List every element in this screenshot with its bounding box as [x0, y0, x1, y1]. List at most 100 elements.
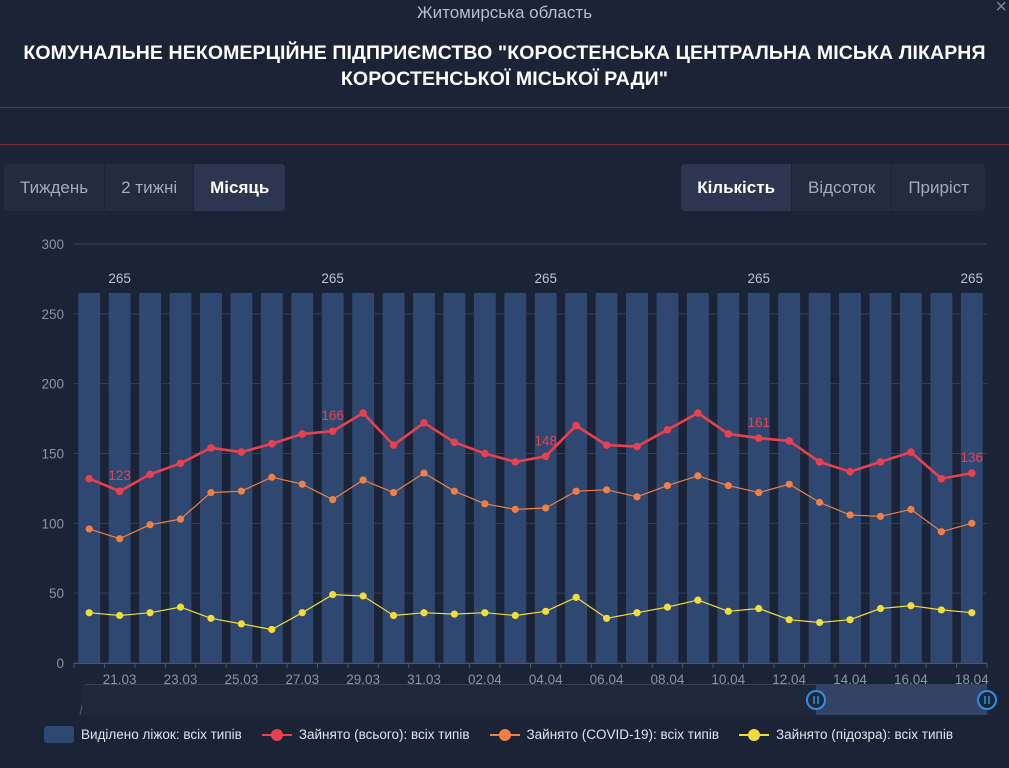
- x-tick-label: 04.04: [529, 672, 563, 687]
- slider-selection[interactable]: [816, 685, 987, 715]
- y-tick-label: 200: [41, 377, 64, 392]
- legend-label-covid: Зайнято (COVID-19): всіх типів: [526, 727, 720, 742]
- close-icon[interactable]: ×: [995, 0, 1007, 18]
- title-line-1: КОМУНАЛЬНЕ НЕКОМЕРЦІЙНЕ ПІДПРИЄМСТВО "КО…: [23, 42, 986, 64]
- series-point-3: [755, 604, 763, 613]
- series-point-1: [481, 449, 489, 458]
- series-point-2: [298, 480, 306, 488]
- series-point-3: [176, 603, 185, 611]
- legend-item-total[interactable]: Зайнято (всього): всіх типів: [261, 726, 470, 743]
- series-point-2: [450, 487, 459, 495]
- tab-week[interactable]: Тиждень: [4, 164, 105, 211]
- bar-allocated: [626, 292, 648, 663]
- slider-handle-left[interactable]: [806, 690, 826, 710]
- series-point-3: [329, 590, 337, 599]
- series-point-2: [663, 482, 672, 490]
- series-point-1: [633, 442, 641, 451]
- tab-two-weeks[interactable]: 2 тижні: [105, 164, 194, 211]
- series-point-1: [724, 430, 733, 438]
- x-tick-label: 29.03: [346, 672, 380, 687]
- series-point-1: [541, 452, 550, 461]
- series-point-3: [968, 609, 976, 617]
- series-point-1: [420, 418, 428, 427]
- x-tick-label: 12.04: [772, 672, 806, 687]
- legend-swatch-total: [261, 726, 292, 743]
- series-point-3: [907, 602, 915, 610]
- bar-allocated: [230, 292, 253, 663]
- series-point-1: [511, 458, 520, 466]
- series-point-1: [298, 430, 307, 438]
- series-point-1: [937, 474, 946, 483]
- series-point-1: [785, 437, 793, 445]
- period-tabs: Тиждень 2 тижні Місяць: [4, 164, 286, 211]
- series-point-2: [755, 489, 763, 497]
- tab-count[interactable]: Кількість: [681, 164, 792, 211]
- bar-allocated: [808, 292, 831, 663]
- series-point-2: [785, 480, 793, 488]
- slider-handle-right[interactable]: [977, 690, 997, 710]
- bar-data-label: 265: [108, 271, 131, 286]
- series-point-3: [237, 620, 245, 628]
- legend-item-allocated[interactable]: Виділено ліжок: всіх типів: [44, 726, 242, 743]
- bar-allocated: [839, 292, 862, 663]
- legend-swatch-bar: [44, 726, 74, 743]
- series-point-1: [237, 448, 246, 456]
- legend-swatch-covid: [489, 726, 520, 743]
- total-data-label: 148: [534, 433, 557, 448]
- bar-allocated: [443, 292, 466, 663]
- series-line-3: [89, 594, 972, 631]
- bar-allocated: [169, 292, 192, 663]
- x-tick-label: 02.04: [468, 672, 502, 687]
- bar-allocated: [565, 292, 588, 663]
- x-tick-label: 10.04: [711, 672, 745, 687]
- bar-allocated: [595, 292, 618, 663]
- series-point-1: [85, 474, 94, 483]
- tab-percent[interactable]: Відсоток: [792, 164, 892, 211]
- series-point-1: [602, 441, 611, 449]
- series-point-1: [572, 421, 580, 430]
- series-point-2: [268, 473, 276, 481]
- series-point-2: [968, 519, 976, 527]
- x-tick-label: 27.03: [285, 672, 319, 687]
- series-point-3: [816, 618, 824, 627]
- series-point-1: [359, 409, 367, 417]
- mode-tabs: Кількість Відсоток Приріст: [681, 164, 985, 211]
- bar-allocated: [717, 292, 740, 663]
- section-divider: [0, 144, 1009, 145]
- region-name: Житомирська область: [416, 3, 593, 22]
- total-data-label: 161: [747, 415, 770, 430]
- series-point-2: [846, 511, 854, 519]
- series-point-3: [85, 609, 93, 617]
- series-line-1: [88, 411, 973, 493]
- bar-allocated: [656, 292, 679, 663]
- series-point-3: [116, 611, 124, 620]
- series-point-1: [207, 444, 215, 452]
- series-point-2: [176, 515, 185, 523]
- legend-item-suspect[interactable]: Зайнято (підозра): всіх типів: [739, 726, 953, 743]
- legend-item-covid[interactable]: Зайнято (COVID-19): всіх типів: [489, 726, 720, 743]
- title-line-2: КОРОСТЕНСЬКОЇ МІСЬКОЇ РАДИ": [340, 68, 669, 90]
- series-point-1: [876, 458, 885, 466]
- series-point-2: [542, 504, 550, 512]
- series-point-2: [633, 493, 641, 501]
- series-point-1: [846, 467, 854, 476]
- y-tick-label: 250: [41, 307, 64, 322]
- bar-allocated: [382, 292, 405, 663]
- series-point-1: [967, 469, 976, 477]
- tab-month[interactable]: Місяць: [194, 164, 286, 211]
- series-point-2: [816, 498, 824, 506]
- series-point-1: [328, 427, 337, 435]
- y-tick-label: 300: [41, 237, 64, 252]
- series-point-1: [389, 441, 398, 449]
- x-tick-label: 14.04: [833, 672, 867, 687]
- legend-label-total: Зайнято (всього): всіх типів: [298, 727, 470, 742]
- bar-allocated: [321, 292, 344, 663]
- x-tick-label: 16.04: [894, 672, 928, 687]
- series-point-1: [694, 409, 702, 417]
- header-divider: [0, 107, 1009, 108]
- series-point-3: [937, 606, 945, 614]
- bar-allocated: [869, 292, 892, 663]
- tab-growth[interactable]: Приріст: [892, 164, 985, 211]
- total-data-label: 123: [108, 468, 131, 483]
- bar-allocated: [108, 292, 131, 663]
